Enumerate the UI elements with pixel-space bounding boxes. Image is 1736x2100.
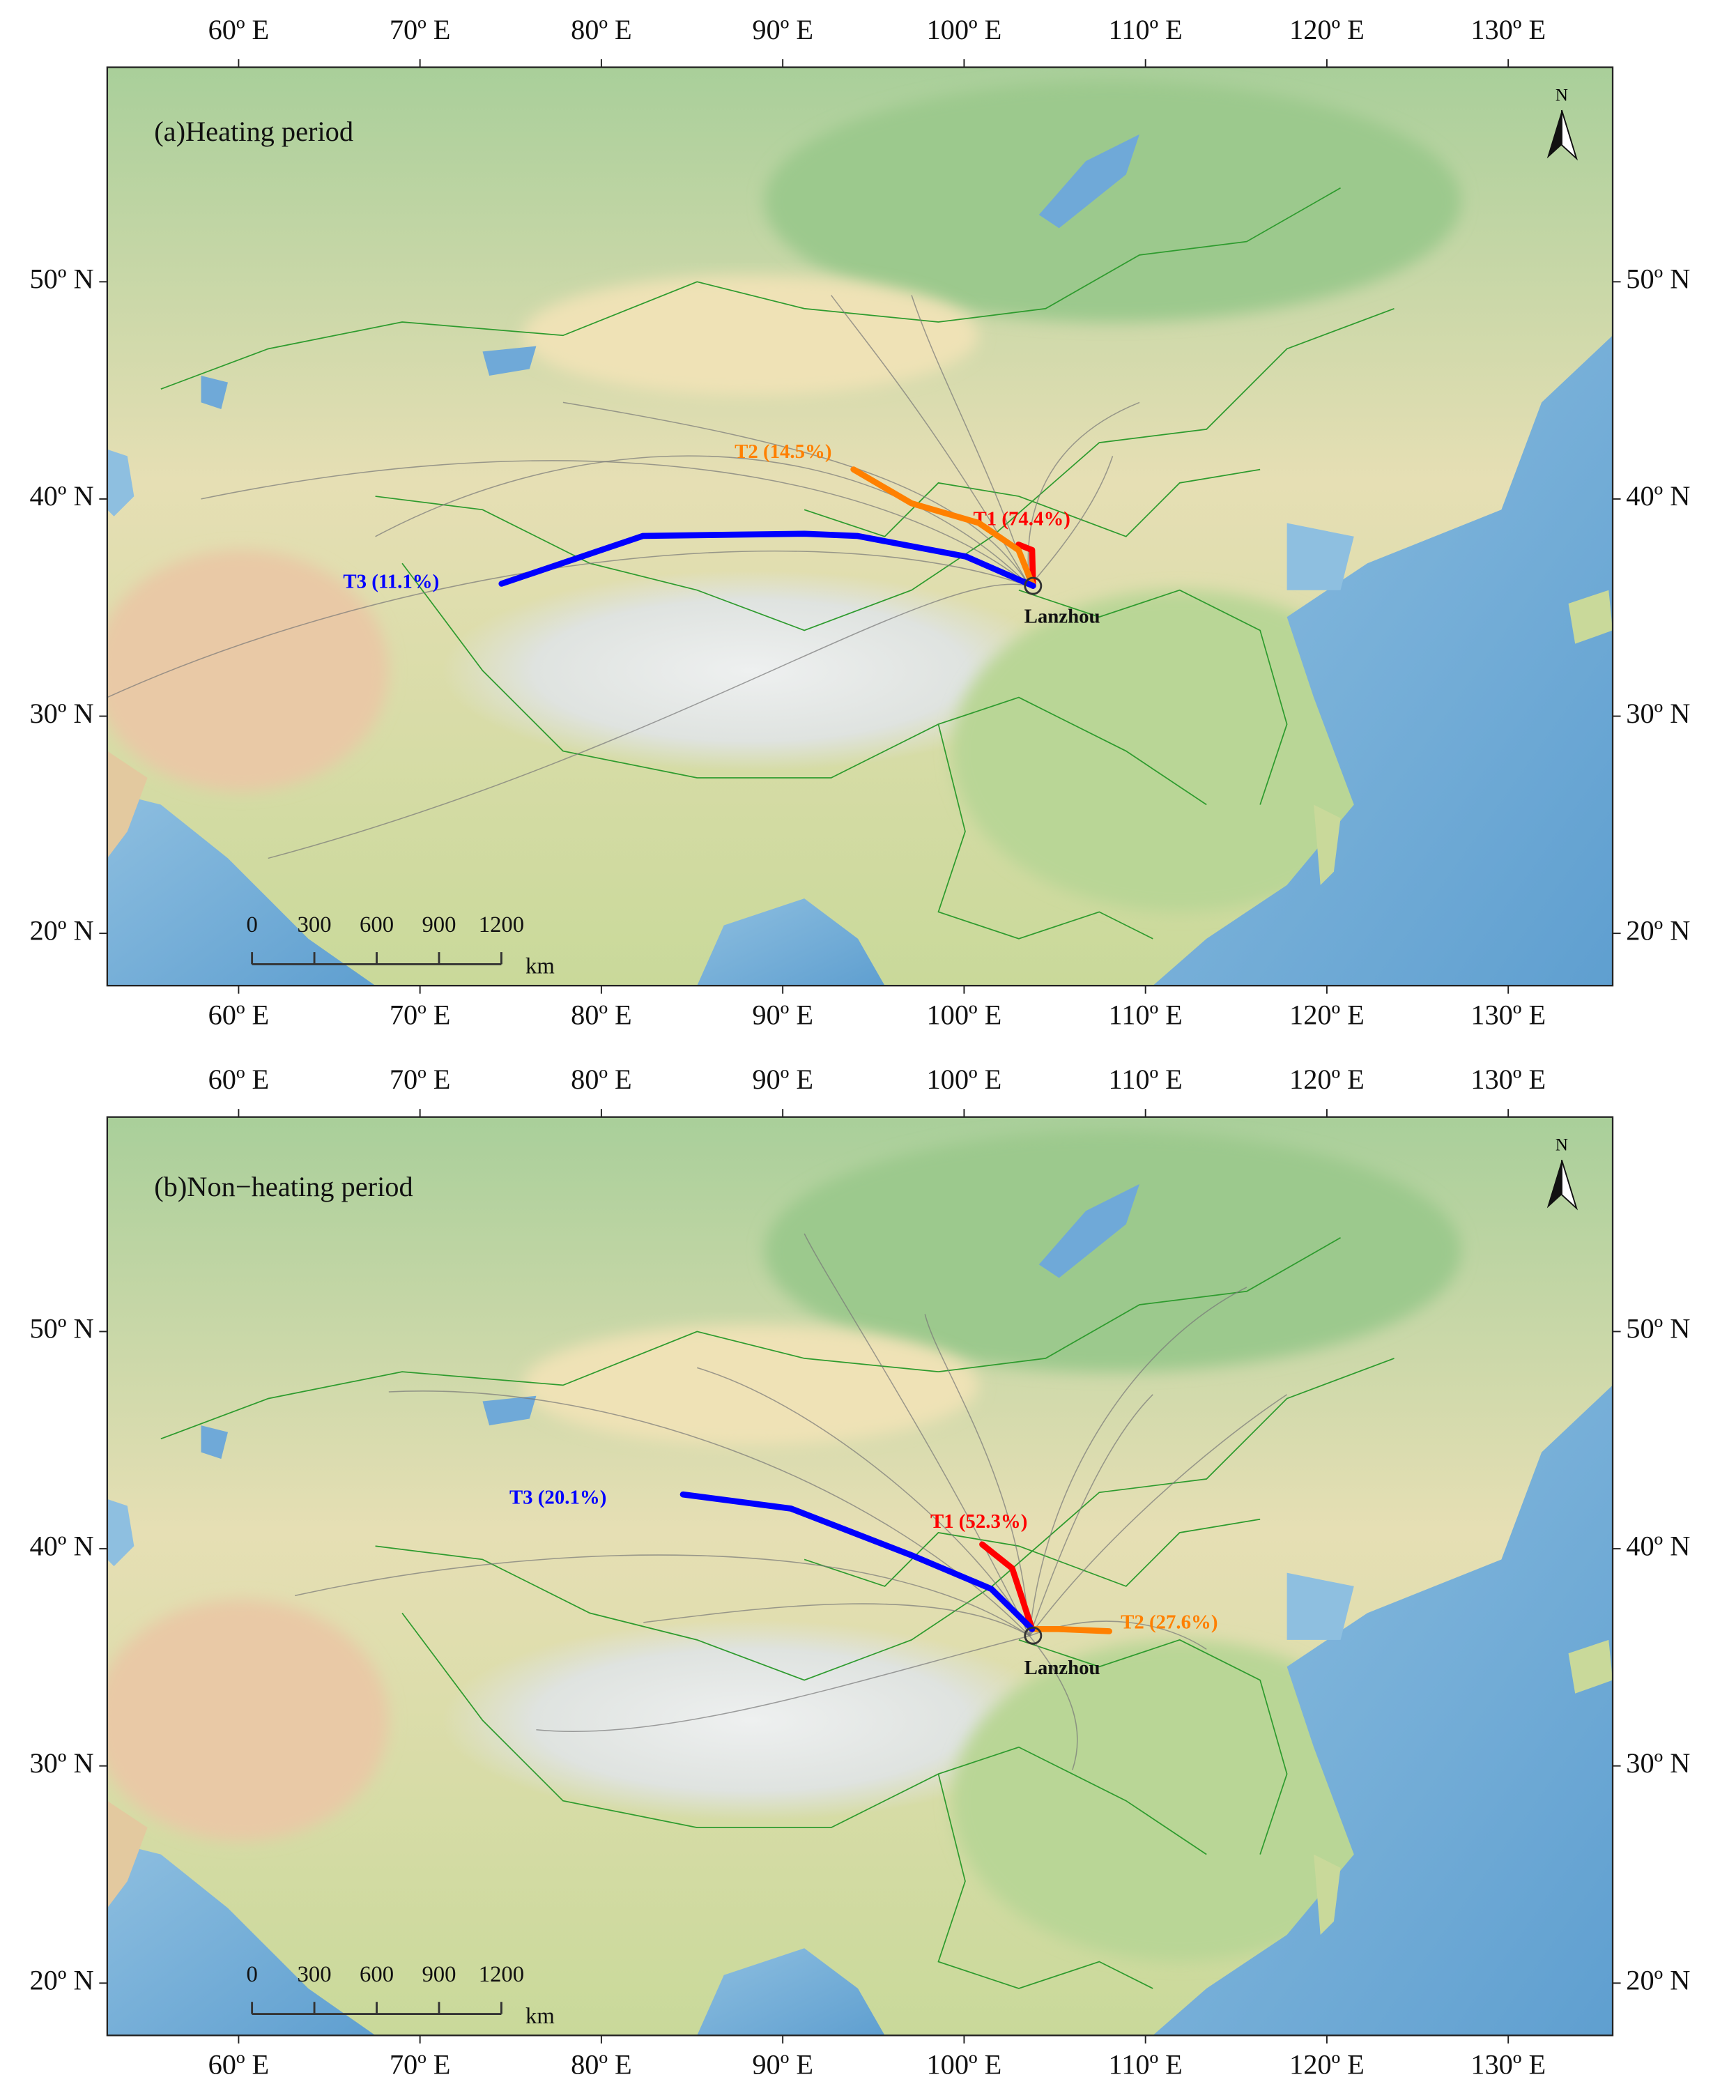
north-arrow: [1560, 1159, 1578, 1211]
x-tick-label: 80º E: [571, 14, 632, 45]
y-tick-label: 20º N: [29, 914, 93, 946]
x-tick-label: 130º E: [1470, 2049, 1546, 2080]
site-marker: [1024, 576, 1043, 595]
cluster-track: [498, 530, 1036, 589]
y-tick-label: 40º N: [1626, 1530, 1690, 1561]
cluster-label: T2 (27.6%): [1121, 1611, 1217, 1633]
y-tick-label: 50º N: [1626, 263, 1690, 295]
scale-label: 1200: [479, 912, 524, 937]
cluster-label: T1 (74.4%): [973, 507, 1070, 530]
x-tick-label: 120º E: [1289, 14, 1365, 45]
x-tick-label: 90º E: [752, 2049, 813, 2080]
cluster-track: [1029, 1626, 1112, 1634]
x-tick-label: 120º E: [1289, 999, 1365, 1031]
x-tick-label: 110º E: [1109, 2049, 1183, 2080]
cluster-track: [679, 1491, 1036, 1632]
x-tick-label: 70º E: [390, 2049, 451, 2080]
y-tick-label: 20º N: [1626, 914, 1690, 946]
y-tick-label: 30º N: [1626, 1747, 1690, 1779]
y-tick-label: 50º N: [29, 263, 93, 295]
x-tick-label: 80º E: [571, 1064, 632, 1095]
y-tick-label: 30º N: [29, 1747, 93, 1779]
x-tick-label: 60º E: [208, 1064, 270, 1095]
y-tick-label: 20º N: [29, 1965, 93, 1996]
scale-label: 600: [360, 912, 394, 937]
x-tick-label: 70º E: [390, 1064, 451, 1095]
x-tick-label: 70º E: [390, 14, 451, 45]
x-tick-label: 90º E: [752, 999, 813, 1031]
north-arrow: [1546, 110, 1562, 159]
y-tick-label: 20º N: [1626, 1965, 1690, 1996]
scale-unit: km: [525, 954, 555, 979]
north-label: N: [1556, 86, 1568, 105]
y-tick-label: 40º N: [1626, 480, 1690, 512]
cluster-track: [979, 1541, 1036, 1632]
x-tick-label: 110º E: [1109, 1064, 1183, 1095]
y-tick-label: 50º N: [1626, 1313, 1690, 1344]
x-tick-label: 100º E: [926, 999, 1001, 1031]
north-arrow: [1546, 1160, 1562, 1209]
cluster-track: [1015, 542, 1036, 589]
panel-title: (b)Non−heating period: [154, 1171, 413, 1202]
scale-label: 900: [422, 912, 456, 937]
cluster-label: T3 (20.1%): [509, 1487, 606, 1509]
site-label: Lanzhou: [1024, 606, 1100, 628]
cluster-label: T3 (11.1%): [343, 571, 439, 593]
x-tick-label: 80º E: [571, 999, 632, 1031]
cluster-track: [850, 466, 1036, 589]
site-marker: [1024, 1626, 1043, 1645]
scale-label: 1200: [479, 1962, 524, 1987]
x-tick-label: 110º E: [1109, 999, 1183, 1031]
y-tick-label: 40º N: [29, 480, 93, 512]
x-tick-label: 80º E: [571, 2049, 632, 2080]
scale-label: 900: [422, 1962, 456, 1987]
basemap-b: [94, 1117, 1613, 2036]
x-tick-label: 120º E: [1289, 1064, 1365, 1095]
overlay: (a)Heating period (b)Non−heating period …: [154, 116, 1217, 1679]
north-arrow: [1560, 109, 1578, 161]
x-tick-label: 130º E: [1470, 1064, 1546, 1095]
x-tick-label: 100º E: [926, 2049, 1001, 2080]
scale-label: 600: [360, 1962, 394, 1987]
x-tick-label: 130º E: [1470, 999, 1546, 1031]
site-label: Lanzhou: [1024, 1657, 1100, 1679]
scale-unit: km: [525, 2004, 555, 2029]
frame-a: [106, 66, 1614, 987]
x-tick-label: 130º E: [1470, 14, 1546, 45]
x-tick-label: 90º E: [752, 1064, 813, 1095]
scale-label: 300: [298, 912, 332, 937]
x-tick-label: 70º E: [390, 999, 451, 1031]
scale-label: 0: [246, 1962, 257, 1987]
y-tick-label: 40º N: [29, 1530, 93, 1561]
x-tick-label: 90º E: [752, 14, 813, 45]
y-tick-label: 50º N: [29, 1313, 93, 1344]
x-tick-label: 60º E: [208, 2049, 270, 2080]
north-label: N: [1556, 1136, 1568, 1155]
panel-title: (a)Heating period: [154, 116, 353, 147]
x-tick-label: 60º E: [208, 14, 270, 45]
cluster-label: T1 (52.3%): [930, 1510, 1027, 1533]
x-tick-label: 60º E: [208, 999, 270, 1031]
frame-b: [106, 1116, 1614, 2037]
x-tick-label: 100º E: [926, 14, 1001, 45]
x-tick-label: 110º E: [1109, 14, 1183, 45]
y-tick-label: 30º N: [29, 698, 93, 729]
y-tick-label: 30º N: [1626, 698, 1690, 729]
scale-label: 300: [298, 1962, 332, 1987]
x-tick-label: 100º E: [926, 1064, 1001, 1095]
x-tick-label: 120º E: [1289, 2049, 1365, 2080]
scale-label: 0: [246, 912, 257, 937]
basemap-a: [107, 68, 1613, 986]
cluster-label: T2 (14.5%): [735, 440, 831, 463]
